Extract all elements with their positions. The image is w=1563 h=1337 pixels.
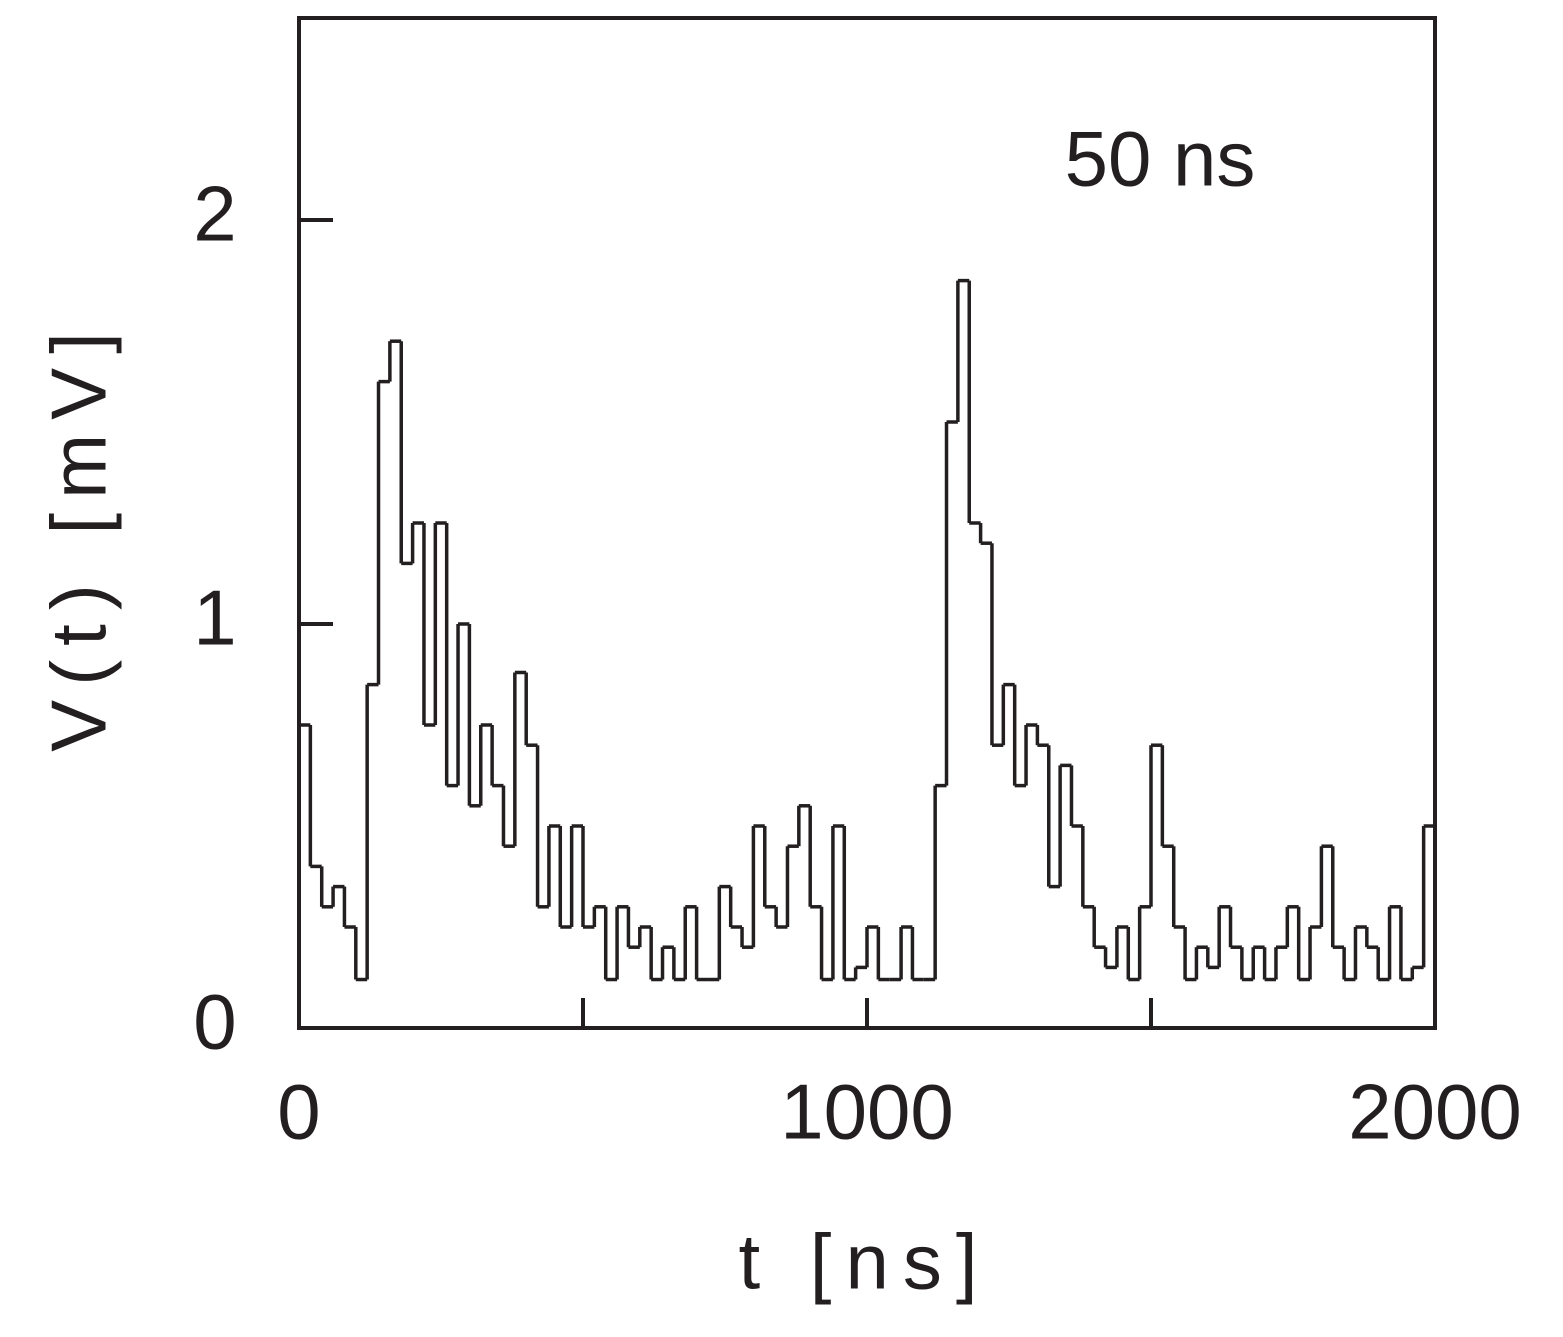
annotation: 50 ns	[1065, 115, 1256, 203]
x-tick-label: 2000	[1348, 1068, 1522, 1156]
x-tick-label: 0	[277, 1068, 320, 1156]
x-tick-label: 1000	[780, 1068, 954, 1156]
plot-frame	[297, 16, 1437, 1030]
y-tick-label: 1	[193, 574, 236, 662]
y-tick-label: 0	[193, 978, 236, 1066]
y-axis-label: V(t) [mV]	[35, 318, 123, 752]
y-tick-label: 2	[193, 170, 236, 258]
x-axis-label: t [ns]	[738, 1218, 991, 1306]
